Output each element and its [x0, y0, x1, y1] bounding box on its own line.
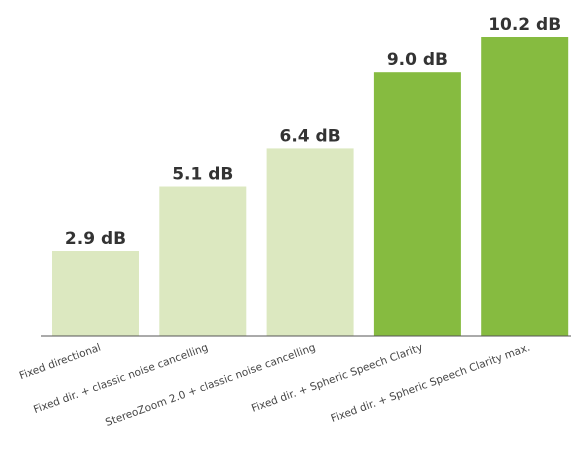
category-label-4: Fixed dir. + Spheric Speech Clarity	[250, 342, 425, 415]
value-labels-group: 2.9 dB 5.1 dB 6.4 dB 9.0 dB 10.2 dB	[65, 15, 561, 249]
bar-2	[159, 186, 247, 336]
bars-group	[52, 37, 569, 336]
category-label-5: Fixed dir. + Spheric Speech Clarity max.	[329, 342, 531, 425]
value-label-2: 5.1 dB	[172, 165, 233, 185]
bar-5	[481, 37, 569, 336]
category-label-1: Fixed directional	[18, 342, 103, 383]
bar-4	[373, 72, 461, 336]
value-label-4: 9.0 dB	[387, 50, 448, 70]
value-label-5: 10.2 dB	[488, 15, 561, 35]
bar-1	[52, 251, 139, 336]
value-label-1: 2.9 dB	[65, 229, 126, 249]
category-label-2: Fixed dir. + classic noise cancelling	[32, 342, 210, 416]
value-label-3: 6.4 dB	[280, 126, 341, 146]
category-label-3: StereoZoom 2.0 + classic noise cancellin…	[104, 342, 317, 429]
bar-3	[266, 148, 354, 336]
